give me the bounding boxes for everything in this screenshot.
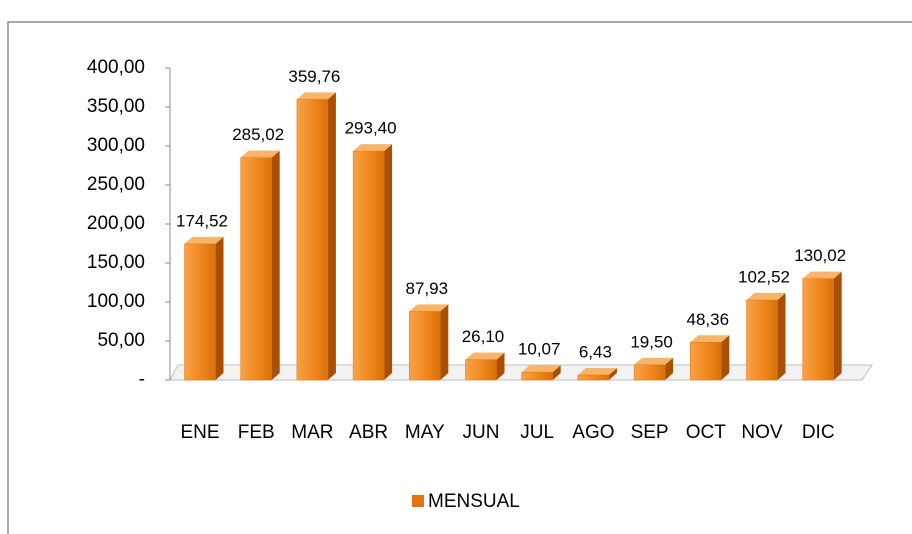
data-label: 87,93	[406, 279, 449, 298]
data-label: 359,76	[288, 67, 340, 86]
x-tick-label: ENE	[180, 422, 219, 443]
y-tick-label: 100,00	[87, 291, 145, 312]
bar-top	[577, 367, 617, 375]
y-tick-label: 150,00	[87, 252, 145, 273]
bar-top	[296, 92, 336, 100]
bar-top	[690, 335, 730, 343]
data-label: 130,02	[794, 246, 846, 265]
bar	[746, 299, 778, 381]
bar	[802, 278, 834, 381]
bar	[633, 364, 666, 381]
data-label: 285,02	[232, 125, 284, 144]
bar-top	[184, 236, 224, 244]
y-tick-label: 350,00	[87, 96, 145, 117]
bar-top	[465, 352, 505, 360]
data-label: 10,07	[518, 340, 561, 359]
data-label: 19,50	[630, 332, 673, 351]
bar-top	[521, 365, 561, 373]
bar-top	[802, 271, 842, 279]
y-tick-label: 50,00	[97, 330, 145, 351]
x-tick-label: SEP	[631, 422, 669, 443]
y-tick-label: 200,00	[87, 213, 145, 234]
bar	[521, 371, 553, 381]
bar-top	[240, 150, 280, 158]
x-tick-label: ABR	[349, 422, 388, 443]
data-label: 6,43	[579, 342, 612, 361]
bar-side	[833, 271, 842, 380]
bar	[240, 157, 272, 381]
bar-side	[327, 92, 336, 380]
bar-side	[440, 304, 449, 380]
x-tick-label: MAR	[291, 422, 333, 443]
bar	[577, 374, 610, 381]
bar	[352, 150, 385, 381]
bar	[690, 342, 722, 381]
y-tick-label: -	[139, 369, 145, 390]
data-label: 26,10	[462, 327, 505, 346]
x-tick-label: DIC	[802, 422, 835, 443]
legend-swatch	[412, 495, 424, 507]
bar-top	[746, 293, 786, 301]
y-tick-label: 250,00	[87, 174, 145, 195]
bar-top	[634, 357, 674, 365]
data-label: 293,40	[345, 119, 397, 138]
x-tick-label: JUN	[463, 422, 500, 443]
bar-side	[271, 150, 280, 380]
chart-frame	[7, 21, 912, 534]
data-label: 102,52	[738, 268, 790, 287]
legend-label: MENSUAL	[428, 491, 520, 512]
data-label: 48,36	[687, 310, 730, 329]
bar-side	[777, 293, 786, 380]
bar	[465, 359, 497, 381]
data-label: 174,52	[176, 211, 228, 230]
bar-side	[215, 236, 224, 380]
x-tick-label: NOV	[741, 422, 783, 443]
x-tick-label: FEB	[238, 422, 275, 443]
bar	[409, 311, 441, 381]
bar-side	[721, 335, 730, 380]
y-tick-label: 300,00	[87, 135, 145, 156]
bar-top	[409, 304, 449, 312]
bar-side	[384, 144, 393, 380]
x-tick-label: JUL	[520, 422, 554, 443]
x-tick-label: AGO	[572, 422, 614, 443]
bar-side	[552, 365, 561, 380]
x-tick-label: MAY	[405, 422, 445, 443]
bar-side	[608, 367, 617, 380]
y-tick-label: 400,00	[87, 57, 145, 78]
bar	[184, 243, 216, 381]
x-tick-label: OCT	[686, 422, 727, 443]
bar-top	[353, 144, 393, 152]
bar-side	[665, 357, 674, 380]
bar-side	[496, 352, 505, 380]
bar	[296, 99, 329, 381]
